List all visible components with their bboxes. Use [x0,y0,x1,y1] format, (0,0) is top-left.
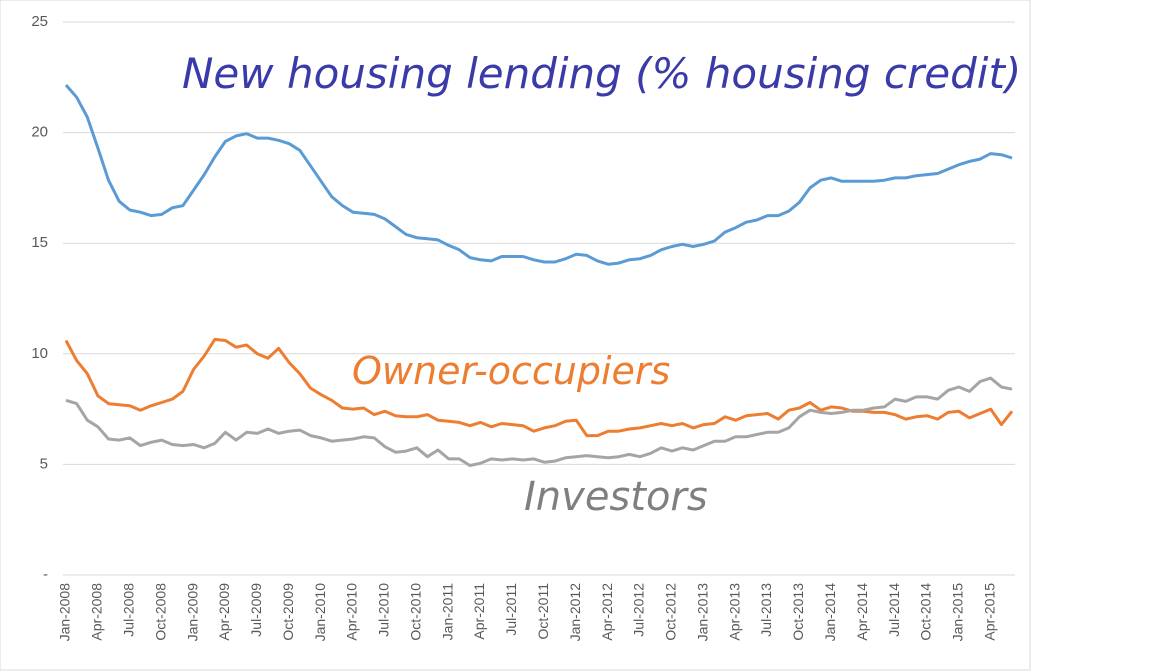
x-tick-label: Jan-2010 [312,583,328,642]
x-tick-label: Apr-2009 [216,583,232,641]
x-tick-label: Apr-2011 [471,583,487,640]
x-tick-label: Oct-2009 [280,583,296,641]
x-tick-label: Jul-2013 [758,583,774,637]
x-tick-label: Oct-2011 [535,583,551,640]
x-tick-label: Jan-2008 [57,583,73,642]
x-tick-label: Oct-2013 [790,583,806,641]
x-tick-label: Apr-2010 [344,583,360,641]
line [65,376,1013,467]
x-tick-label: Jul-2014 [886,583,902,637]
y-tick-label: 10 [31,345,48,362]
x-tick-label: Jul-2010 [376,583,392,637]
series-label: Owner-occupiers [352,349,670,393]
y-tick-label: 20 [31,124,48,141]
x-tick-label: Oct-2010 [407,583,423,641]
x-tick-label: Jul-2008 [120,583,136,637]
y-tick-label: 25 [31,13,48,30]
x-tick-label: Jul-2012 [631,583,647,637]
x-tick-label: Jul-2011 [503,583,519,636]
y-tick-label: - [43,566,48,583]
series-label: Investors [524,474,708,520]
x-tick-label: Apr-2008 [89,583,105,641]
x-tick-label: Oct-2008 [152,583,168,641]
x-tick-label: Apr-2013 [726,583,742,641]
x-tick-label: Jul-2009 [248,583,264,637]
x-tick-label: Oct-2014 [918,583,934,641]
line [64,84,1013,266]
x-tick-label: Jan-2013 [694,583,710,642]
x-tick-label: Apr-2012 [599,583,615,641]
x-tick-label: Oct-2012 [663,583,679,641]
x-tick-label: Apr-2015 [981,583,997,641]
x-tick-label: Jan-2015 [950,583,966,642]
chart-area [0,0,1031,671]
y-tick-label: 15 [31,234,48,251]
x-tick-label: Jan-2014 [822,583,838,642]
chart-title: New housing lending (% housing credit) [182,49,1021,98]
x-tick-label: Jan-2011 [439,583,455,641]
x-tick-label: Apr-2014 [854,583,870,641]
x-tick-label: Jan-2012 [567,583,583,642]
y-tick-label: 5 [40,455,48,472]
x-tick-label: Jan-2009 [184,583,200,642]
